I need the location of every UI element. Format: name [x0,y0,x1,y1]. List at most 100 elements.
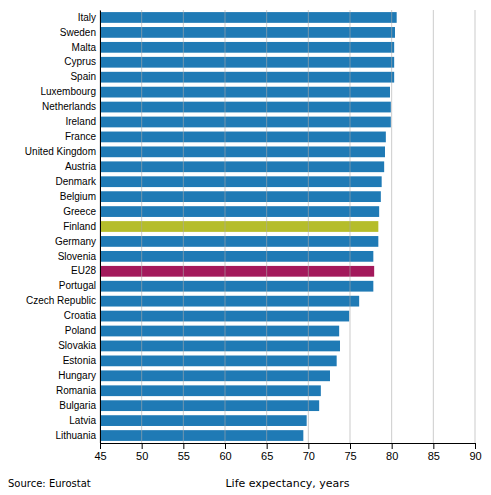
bar [100,430,303,441]
y-tick-label: EU28 [71,265,96,276]
y-tick-label: Slovakia [58,340,96,351]
y-tick-label: Belgium [60,191,96,202]
y-tick: Bulgaria [59,400,96,411]
y-tick-label: Greece [63,206,96,217]
y-tick: Greece [63,206,96,217]
y-tick-label: Germany [55,236,96,247]
y-tick: Cyprus [64,56,96,67]
y-tick-label: Ireland [65,116,96,127]
y-tick-label: Italy [78,12,96,23]
bar [100,176,382,187]
y-tick: Ireland [65,116,96,127]
bar [100,281,373,292]
grid-line [100,10,101,443]
y-tick-label: Portugal [59,280,96,291]
x-tick-label: 70 [303,450,315,462]
y-tick-label: Denmark [55,176,97,187]
x-tick-mark [350,443,351,449]
y-tick-label: Malta [72,42,97,53]
grid-line [475,10,476,443]
x-axis-line [101,444,476,450]
x-tick: 60 [219,443,231,462]
y-tick: Spain [70,71,96,82]
bar [100,87,390,98]
x-axis-title: Life expectancy, years [225,477,349,490]
y-tick: Lithuania [55,430,96,441]
chart: 45505560657075808590ItalySwedenMaltaCypr… [0,0,491,495]
x-tick-mark [142,443,143,449]
bar [100,326,339,337]
y-tick-label: Lithuania [55,430,96,441]
bar [100,132,386,143]
grid-line [266,10,267,443]
x-tick: 75 [344,443,356,462]
y-tick-label: Finland [63,221,96,232]
y-tick-label: Latvia [69,415,96,426]
x-tick-label: 45 [94,450,106,462]
grid-line [183,10,184,443]
x-tick-mark [183,443,184,449]
x-tick-label: 55 [178,450,190,462]
y-tick-label: Slovenia [58,251,97,262]
y-tick-label: Cyprus [64,56,96,67]
grid-line [350,10,351,443]
y-tick-label: Netherlands [42,101,96,112]
y-tick: Luxembourg [40,86,96,97]
y-tick: Czech Republic [26,295,96,306]
y-tick-label: Estonia [63,355,97,366]
grid [100,10,475,443]
y-tick: Netherlands [42,101,96,112]
bar [100,102,391,113]
x-tick-label: 50 [136,450,148,462]
x-tick: 65 [261,443,273,462]
x-tick-mark [475,443,476,449]
y-tick: Austria [65,161,97,172]
bar [100,266,374,277]
y-tick: Croatia [64,310,97,321]
plot: 45505560657075808590ItalySwedenMaltaCypr… [25,10,482,462]
y-tick: Denmark [55,176,97,187]
y-tick: Belgium [60,191,96,202]
bar [100,370,330,381]
x-tick: 90 [469,443,481,462]
x-tick-label: 80 [386,450,398,462]
grid-line [225,10,226,443]
y-tick-label: United Kingdom [25,146,96,157]
x-tick-mark [433,443,434,449]
bar [100,341,340,352]
y-tick-label: France [65,131,97,142]
x-tick-label: 60 [219,450,231,462]
y-tick-label: Croatia [64,310,97,321]
y-tick: Slovenia [58,251,97,262]
x-tick-label: 85 [428,450,440,462]
y-tick: Italy [78,12,96,23]
y-tick: Malta [72,42,97,53]
y-tick: Estonia [63,355,97,366]
bar [100,400,319,411]
y-tick: EU28 [71,265,96,276]
grid-line [141,10,142,443]
y-tick: United Kingdom [25,146,96,157]
grid-line [433,10,434,443]
y-tick: Hungary [58,370,96,381]
y-tick-label: Luxembourg [40,86,96,97]
bar [100,12,397,23]
bar [100,27,395,38]
x-tick-mark [308,443,309,449]
bar [100,191,381,202]
y-tick: Romania [56,385,96,396]
x-tick-mark [100,443,101,449]
y-tick-label: Romania [56,385,96,396]
bar [100,117,391,128]
bar [100,311,349,322]
bar [100,146,385,157]
grid-line [308,10,309,443]
x-tick: 50 [136,443,148,462]
x-tick-label: 90 [469,450,481,462]
x-axis: 45 50 55 60 65 70 75 80 85 90 [94,443,481,462]
y-tick-label: Austria [65,161,97,172]
annotation: Source: Eurostat [8,478,91,489]
y-tick: Germany [55,236,96,247]
y-tick-label: Czech Republic [26,295,96,306]
x-tick-mark [392,443,393,449]
